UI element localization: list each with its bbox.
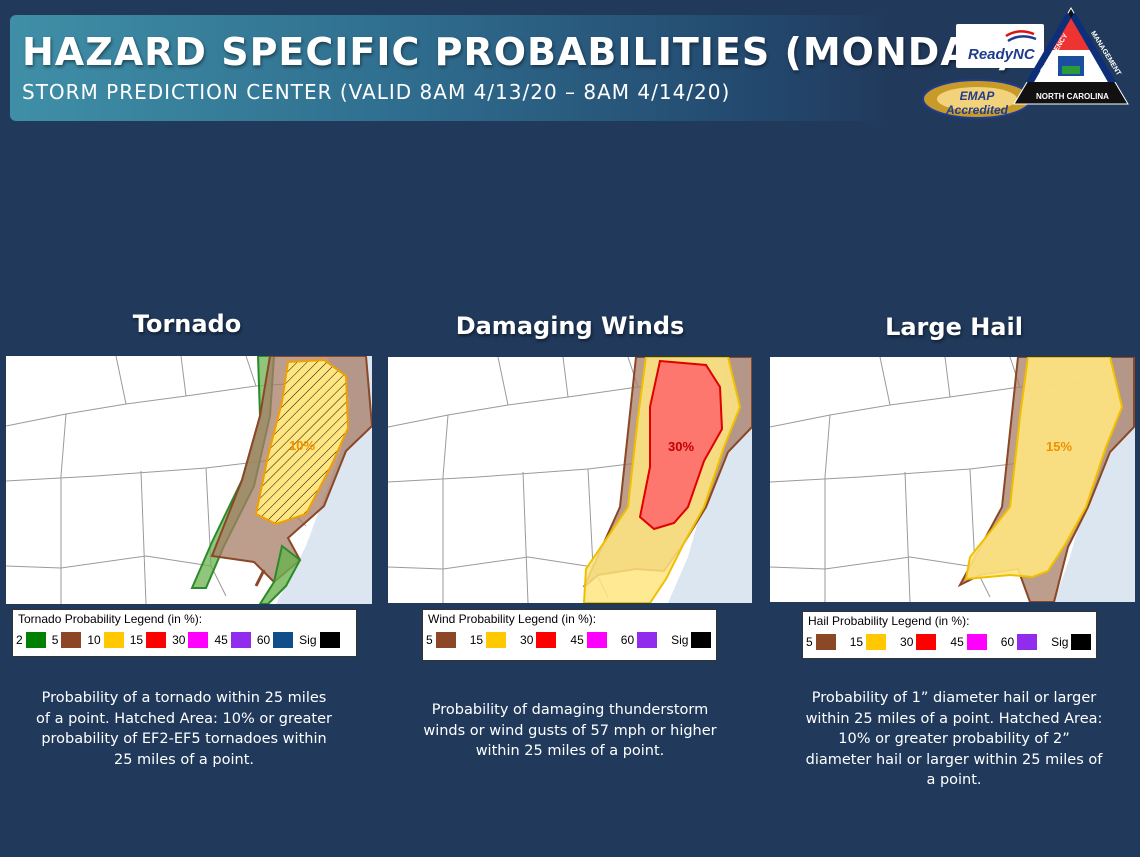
wind-legend-row: 5 15 30 45 60 Sig [426,632,717,648]
legend-swatch [815,634,836,650]
page-subtitle: STORM PREDICTION CENTER (VALID 8AM 4/13/… [22,80,731,104]
legend-swatch [916,634,937,650]
legend-swatch [188,632,209,648]
emap-logo-text: EMAP Accredited [945,89,1009,117]
legend-label: 30 [520,633,534,647]
header-banner [10,15,890,121]
legend-label: 30 [900,635,914,649]
wind-map: 30% [388,357,752,603]
legend-label: 45 [214,633,228,647]
hail-description: Probability of 1” diameter hail or large… [805,690,1103,788]
legend-label: 5 [806,635,813,649]
wind-description: Probability of damaging thunderstorm win… [423,702,717,759]
hail-legend: Hail Probability Legend (in %): 5 15 30 … [802,611,1097,659]
wind-legend: Wind Probability Legend (in %): 5 15 30 … [422,609,717,661]
legend-swatch [536,632,557,648]
legend-label: 10 [87,633,101,647]
tornado-legend-title: Tornado Probability Legend (in %): [18,612,203,626]
legend-swatch [966,634,987,650]
legend-label: Sig [1051,635,1069,649]
hail-legend-row: 5 15 30 45 60 Sig [806,634,1097,650]
legend-swatch [1017,634,1038,650]
legend-swatch [61,632,82,648]
legend-label: 2 [16,633,23,647]
legend-label: Sig [299,633,317,647]
tornado-legend: Tornado Probability Legend (in %): 2 5 1… [12,609,357,657]
legend-label: 60 [256,633,271,647]
tornado-description: Probability of a tornado within 25 miles… [35,690,332,768]
legend-label: 15 [129,633,144,647]
legend-swatch [866,634,887,650]
legend-label: 60 [620,633,635,647]
readync-logo-text: ReadyNC [968,46,1035,63]
legend-label: 60 [1000,635,1015,649]
legend-label: 5 [426,633,433,647]
legend-swatch [230,632,251,648]
readync-logo: ReadyNC [956,24,1044,68]
legend-swatch [637,632,658,648]
legend-swatch [103,632,124,648]
ncem-logo: EMERGENCY MANAGEMENT NORTH CAROLINA [1012,6,1130,106]
legend-label: 5 [51,633,59,647]
legend-swatch [691,632,712,648]
tornado-legend-row: 2 5 10 15 30 45 60 Sig [16,632,346,648]
legend-swatch [1071,634,1092,650]
hail-title: Large Hail [885,313,1023,341]
legend-swatch [25,632,46,648]
wind-legend-title: Wind Probability Legend (in %): [428,612,597,626]
legend-swatch [586,632,607,648]
legend-swatch [319,632,340,648]
legend-label: 45 [570,633,584,647]
legend-swatch [273,632,294,648]
hail-prob-label: 15% [1046,439,1073,454]
tornado-prob-label: 10% [289,438,316,453]
tornado-title: Tornado [132,310,242,338]
emap-logo: EMAP Accredited [921,78,1033,120]
legend-swatch [435,632,456,648]
legend-swatch [486,632,507,648]
legend-swatch [146,632,167,648]
legend-label: 45 [950,635,964,649]
wind-title: Damaging Winds [455,312,685,340]
hail-map: 15% [770,357,1135,602]
legend-label: 15 [849,635,864,649]
page-title: HAZARD SPECIFIC PROBABILITIES (MONDAY) [22,30,1014,74]
legend-label: Sig [671,633,689,647]
ncem-state-text: NORTH CAROLINA [1036,92,1109,101]
legend-label: 15 [469,633,484,647]
legend-label: 30 [172,633,186,647]
hail-legend-title: Hail Probability Legend (in %): [808,614,970,628]
wind-prob-label: 30% [668,439,695,454]
tornado-map: 10% [6,356,372,604]
